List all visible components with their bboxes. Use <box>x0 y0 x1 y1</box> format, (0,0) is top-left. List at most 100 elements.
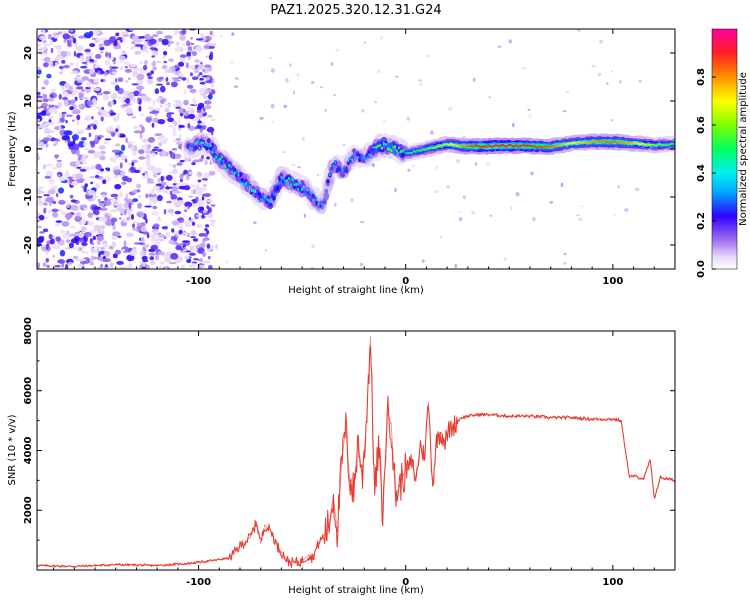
noise-blob <box>160 175 164 182</box>
ridge-cell <box>187 146 190 150</box>
ridge-cell <box>640 143 643 146</box>
noise-blob <box>316 173 319 177</box>
snr-point <box>440 432 442 434</box>
noise-blob <box>85 128 92 130</box>
noise-blob <box>103 72 109 76</box>
ridge-cell <box>451 143 454 146</box>
noise-blob <box>151 61 157 67</box>
noise-blob <box>172 168 178 175</box>
ridge-cell <box>410 151 413 155</box>
noise-blob <box>97 171 104 175</box>
noise-blob <box>92 29 101 35</box>
ridge-cell <box>207 144 210 148</box>
ridge-cell <box>389 142 394 148</box>
ridge-cell <box>271 200 274 204</box>
snr-point <box>341 464 342 466</box>
ridge-cell <box>282 177 285 181</box>
noise-blob <box>98 202 105 207</box>
ridge-cell <box>534 145 536 148</box>
snr-point <box>461 417 463 419</box>
noise-blob <box>93 224 101 232</box>
noise-blob <box>37 43 41 47</box>
ridge-cell <box>547 144 549 148</box>
noise-blob <box>89 261 94 266</box>
noise-blob <box>114 205 117 208</box>
snr-point <box>550 417 552 419</box>
noise-blob <box>197 179 202 183</box>
noise-blob <box>259 116 264 120</box>
noise-blob <box>580 205 585 208</box>
snr-y-label: SNR (10 * v/v) <box>7 414 18 485</box>
noise-blob <box>170 235 174 241</box>
ridge-cell <box>644 143 646 146</box>
noise-blob <box>166 231 170 237</box>
noise-blob <box>117 112 120 120</box>
noise-blob <box>624 208 629 212</box>
noise-blob <box>68 242 74 249</box>
noise-blob <box>157 194 163 202</box>
noise-blob <box>48 104 51 109</box>
noise-blob <box>291 163 296 167</box>
noise-blob <box>173 178 177 184</box>
spectrogram-noise-layer <box>37 29 642 269</box>
ridge-cell <box>275 185 280 191</box>
ridge-cell <box>399 150 402 154</box>
noise-blob <box>168 239 175 244</box>
noise-blob <box>129 63 137 68</box>
ridge-cell <box>468 144 471 148</box>
noise-blob <box>58 65 64 70</box>
snr-point <box>649 459 651 460</box>
snr-y-axis: 2000 4000 6000 8000 <box>23 317 675 571</box>
noise-blob <box>199 122 206 126</box>
snr-point <box>345 426 347 428</box>
ridge-cell <box>616 140 618 144</box>
noise-blob <box>187 195 194 198</box>
noise-blob <box>37 236 44 243</box>
noise-blob <box>166 113 172 118</box>
noise-blob <box>112 223 116 230</box>
ridge-cell <box>530 144 533 148</box>
noise-blob <box>189 245 193 252</box>
noise-blob <box>191 162 196 166</box>
noise-blob <box>108 36 116 43</box>
noise-blob <box>139 250 147 257</box>
noise-blob <box>37 140 42 147</box>
ridge-cell <box>211 150 214 154</box>
noise-blob <box>70 199 77 203</box>
ridge-cell <box>278 181 281 185</box>
noise-blob <box>176 218 183 221</box>
noise-blob <box>44 175 52 179</box>
noise-blob <box>194 64 199 68</box>
noise-blob <box>160 85 166 93</box>
noise-blob <box>130 166 134 171</box>
noise-blob <box>332 94 337 96</box>
noise-blob <box>202 184 207 187</box>
noise-blob <box>157 37 163 42</box>
noise-blob <box>39 231 45 234</box>
noise-blob <box>170 213 174 217</box>
noise-blob <box>112 253 118 259</box>
noise-blob <box>81 242 88 247</box>
noise-blob <box>149 111 156 114</box>
noise-blob <box>259 209 262 214</box>
noise-blob <box>55 62 59 67</box>
noise-blob <box>133 144 138 152</box>
noise-blob <box>58 93 62 100</box>
colorbar-tick-label: 0.8 <box>696 68 707 86</box>
snr-point <box>187 562 189 564</box>
ridge-cell <box>601 140 604 143</box>
ridge-cell <box>522 144 525 147</box>
noise-blob <box>93 119 99 125</box>
noise-blob <box>140 61 143 65</box>
ridge-cell <box>425 147 428 150</box>
ridge-cell <box>662 143 665 147</box>
noise-blob <box>177 118 181 125</box>
ridge-cell <box>668 143 671 147</box>
noise-blob <box>133 189 138 194</box>
noise-blob <box>89 69 95 75</box>
noise-blob <box>186 84 194 89</box>
ridge-cell <box>651 143 654 146</box>
noise-blob <box>90 82 99 85</box>
ridge-cell <box>479 145 482 149</box>
noise-blob <box>59 249 66 257</box>
